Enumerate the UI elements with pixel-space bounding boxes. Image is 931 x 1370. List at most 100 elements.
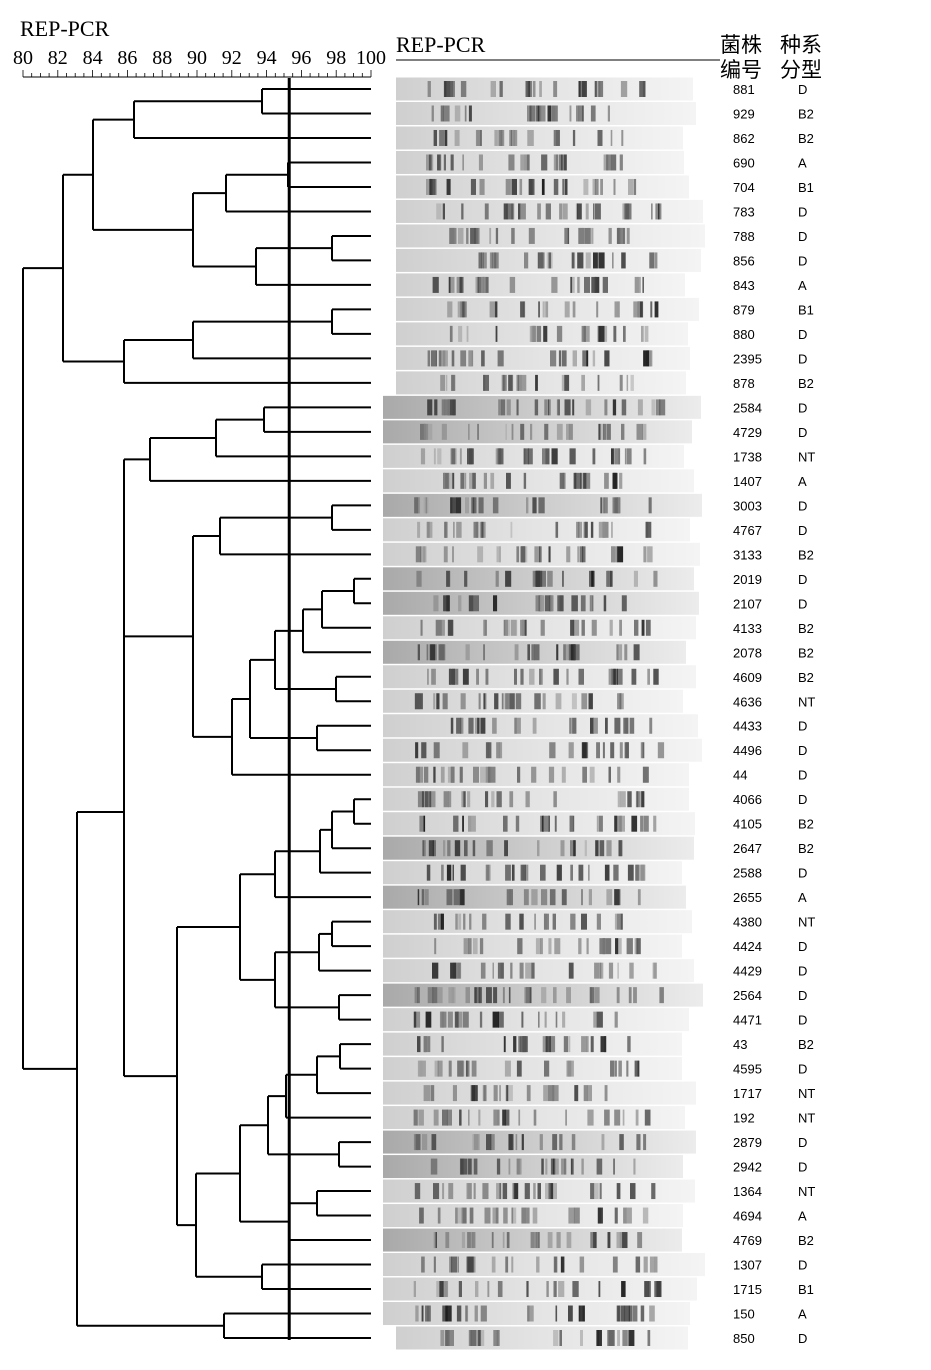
gel-band xyxy=(482,252,487,269)
gel-band xyxy=(468,1330,472,1346)
gel-band xyxy=(484,203,489,220)
gel-band xyxy=(607,1232,611,1249)
gel-lane xyxy=(396,224,705,248)
gel-band xyxy=(598,325,605,342)
gel-band xyxy=(653,570,658,587)
gel-lane xyxy=(383,910,692,934)
gel-band xyxy=(444,1281,449,1298)
gel-band xyxy=(447,766,451,783)
gel-band xyxy=(460,1158,465,1175)
gel-band xyxy=(423,423,427,440)
gel-band xyxy=(566,987,571,1004)
gel-band xyxy=(413,1109,418,1126)
gel-band xyxy=(415,742,419,759)
gel-band xyxy=(444,129,448,146)
gel-lane xyxy=(383,689,683,713)
gel-band xyxy=(521,546,526,563)
gel-band xyxy=(417,521,421,538)
gel-band xyxy=(532,81,536,97)
gel-band xyxy=(555,154,558,171)
gel-band xyxy=(572,619,580,636)
gel-band xyxy=(494,693,499,710)
gel-band xyxy=(417,644,420,661)
gel-band xyxy=(535,595,542,612)
gel-band xyxy=(593,717,598,734)
gel-band xyxy=(479,521,486,538)
gel-band xyxy=(473,1134,480,1151)
gel-band xyxy=(606,423,611,440)
gel-band xyxy=(413,1011,421,1028)
gel-band xyxy=(578,938,582,955)
gel-band xyxy=(457,301,462,318)
gel-band xyxy=(596,178,599,195)
gel-band xyxy=(511,1256,514,1273)
gel-band xyxy=(450,325,453,342)
gel-band xyxy=(542,448,546,465)
gel-band xyxy=(433,766,436,783)
gel-lane-background xyxy=(383,689,683,713)
gel-lane xyxy=(383,763,689,787)
gel-band xyxy=(593,1011,597,1028)
gel-band xyxy=(581,374,585,391)
gel-lane xyxy=(396,77,693,101)
gel-band xyxy=(600,1036,607,1053)
gel-band xyxy=(619,644,623,661)
gel-band xyxy=(437,987,443,1004)
gel-band xyxy=(617,791,621,808)
gel-band xyxy=(563,644,566,661)
gel-band xyxy=(534,913,536,930)
gel-band xyxy=(622,1330,628,1346)
phylogroup-label: B1 xyxy=(798,180,814,195)
gel-band xyxy=(498,129,502,146)
gel-band xyxy=(607,570,610,587)
gel-band xyxy=(545,301,549,318)
gel-band xyxy=(598,1281,601,1298)
gel-band xyxy=(468,938,472,955)
gel-band xyxy=(526,1207,530,1224)
gel-band xyxy=(478,497,484,514)
gel-band xyxy=(569,105,572,122)
gel-band xyxy=(610,742,615,759)
gel-band xyxy=(541,178,545,195)
gel-band xyxy=(443,546,448,563)
gel-band xyxy=(491,1232,494,1249)
gel-band xyxy=(511,423,514,440)
gel-band xyxy=(611,521,613,538)
gel-band xyxy=(562,1011,566,1028)
phylogroup-label: A xyxy=(798,1307,807,1322)
gel-band xyxy=(506,472,511,489)
gel-band xyxy=(613,325,617,342)
gel-band xyxy=(433,448,436,465)
gel-band xyxy=(467,1158,472,1175)
gel-band xyxy=(465,644,470,661)
gel-band xyxy=(581,619,585,636)
gel-band xyxy=(600,497,603,514)
gel-band xyxy=(457,1060,465,1077)
gel-band xyxy=(604,1085,608,1102)
gel-band xyxy=(493,987,498,1004)
gel-band xyxy=(574,472,582,489)
gel-band xyxy=(553,791,557,808)
gel-band xyxy=(536,1256,540,1273)
gel-band xyxy=(421,742,427,759)
gel-band xyxy=(475,129,481,146)
gel-band xyxy=(446,1109,452,1126)
gel-band xyxy=(471,1232,476,1249)
gel-band xyxy=(495,325,498,342)
gel-band xyxy=(556,644,559,661)
gel-band xyxy=(649,1305,655,1322)
gel-band xyxy=(596,815,599,832)
gel-band xyxy=(484,1207,491,1224)
gel-band xyxy=(476,668,479,685)
gel-band xyxy=(467,1232,474,1249)
gel-band xyxy=(553,987,557,1004)
gel-band xyxy=(587,1085,592,1102)
gel-band xyxy=(610,154,617,171)
gel-band xyxy=(602,276,608,293)
phylogroup-label: NT xyxy=(798,449,815,464)
gel-band xyxy=(534,693,541,710)
strain-id-label: 2942 xyxy=(733,1160,762,1175)
gel-band xyxy=(586,1036,589,1053)
gel-lane xyxy=(383,1253,705,1277)
gel-band xyxy=(564,399,571,416)
